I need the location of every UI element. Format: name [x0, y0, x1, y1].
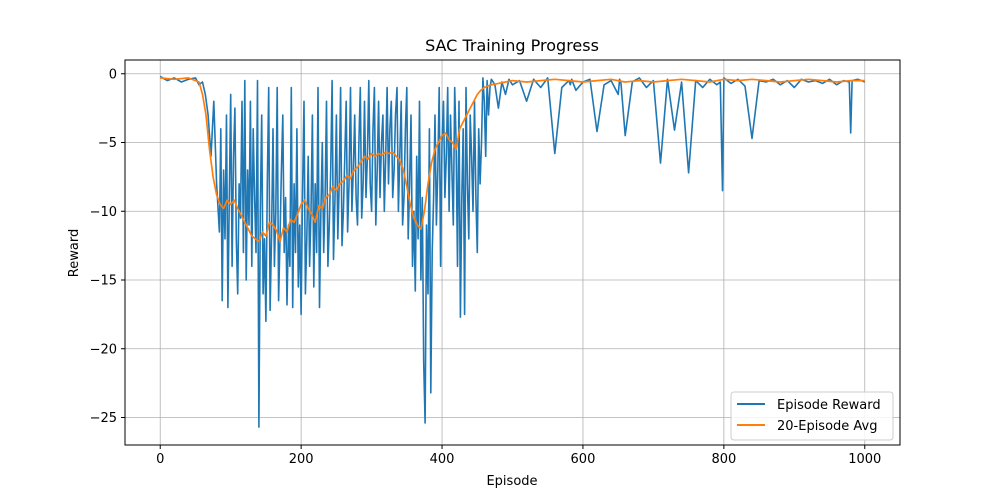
y-axis-label: Reward — [67, 229, 82, 277]
series-episode-reward-line — [159, 75, 866, 428]
x-tick-label: 200 — [289, 452, 314, 467]
y-tick-label: −20 — [90, 342, 117, 357]
y-tick-label: −5 — [98, 136, 117, 151]
x-tick-label: 600 — [571, 452, 596, 467]
legend-label-20-episode-avg: 20-Episode Avg — [777, 419, 878, 434]
x-tick-label: 0 — [156, 452, 164, 467]
legend-box — [730, 391, 894, 441]
series-layer — [159, 75, 866, 428]
y-tick-label: −10 — [90, 205, 117, 220]
plot-frame — [124, 59, 901, 446]
series-20-episode-avg-line — [160, 77, 865, 243]
x-tick-label: 1000 — [848, 452, 881, 467]
x-tick-label: 400 — [430, 452, 455, 467]
y-tick-label: −25 — [90, 411, 117, 426]
chart-title: SAC Training Progress — [425, 36, 599, 55]
x-tick-label: 800 — [711, 452, 736, 467]
y-tick-label: 0 — [109, 67, 117, 82]
ticks: 0 200 400 600 800 1000 0 −5 −10 −15 −20 −25 — [90, 67, 882, 467]
legend: Episode Reward 20-Episode Avg — [730, 391, 894, 441]
y-tick-label: −15 — [90, 274, 117, 289]
legend-label-episode-reward: Episode Reward — [777, 398, 881, 413]
x-axis-label: Episode — [486, 474, 537, 489]
